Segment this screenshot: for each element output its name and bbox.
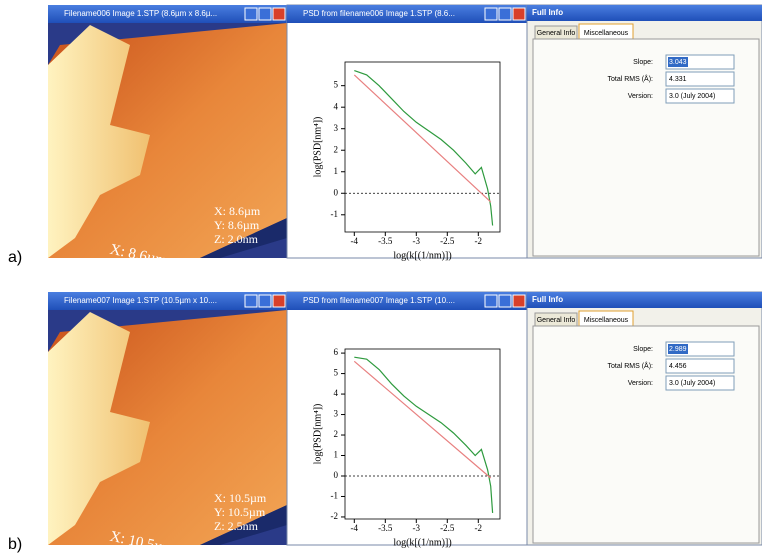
window-button[interactable] [272, 294, 286, 308]
y-tick-label: 3 [334, 409, 339, 419]
y-tick-label: 5 [334, 368, 339, 378]
afm-edge [48, 218, 287, 258]
x-tick-label: -2 [475, 236, 483, 246]
psd-window [286, 291, 528, 546]
y-tick-label: -1 [331, 491, 339, 501]
window-button[interactable] [244, 7, 258, 21]
panel-label: b) [8, 536, 22, 553]
x-axis-label: log(k[(1/nm)]) [393, 537, 451, 548]
window-title: Filename006 Image 1.STP (8.6µm x 8.6µ... [64, 9, 217, 18]
x-tick-label: -3 [413, 523, 421, 533]
panel-label: a) [8, 249, 22, 266]
window-button[interactable] [512, 7, 526, 21]
afm-scale: Z: 2.0nm [214, 232, 259, 246]
y-tick-label: 3 [334, 123, 339, 133]
window-title: PSD from filename006 Image 1.STP (8.6... [303, 9, 455, 18]
selection [668, 344, 688, 354]
afm-plateau [48, 25, 150, 258]
y-tick-label: 6 [334, 347, 339, 357]
afm-scale: Y: 8.6µm [214, 218, 260, 232]
title-bar [48, 292, 287, 310]
afm-scale: Y: 10.5µm [214, 505, 266, 519]
window-title: Full Info [532, 295, 563, 304]
plot-frame [344, 348, 501, 520]
window-button[interactable] [244, 294, 258, 308]
y-tick-label: 2 [334, 429, 339, 439]
y-tick-label: 0 [334, 470, 339, 480]
afm-scale: Z: 2.5nm [214, 519, 259, 533]
y-tick-label: 1 [334, 166, 339, 176]
field-label: Total RMS (Å): [607, 361, 653, 370]
window-button[interactable] [498, 294, 512, 308]
field-value: 4.331 [669, 76, 687, 83]
x-tick-label: -2 [475, 523, 483, 533]
y-axis-label: log(PSD[nm⁴]) [312, 117, 323, 178]
field-value: 2.989 [669, 346, 687, 353]
y-tick-label: -1 [331, 209, 339, 219]
window-button[interactable] [484, 294, 498, 308]
psd-curve [353, 74, 492, 203]
title-bar [527, 292, 762, 308]
y-tick-label: 1 [334, 450, 339, 460]
window-button[interactable] [258, 7, 272, 21]
psd-window [286, 4, 528, 259]
y-tick-label: -2 [331, 511, 339, 521]
field-value: 3.0 (July 2004) [669, 380, 715, 387]
afm-scale: X: 10.5µm [214, 491, 267, 505]
window-button[interactable] [258, 294, 272, 308]
window-title: Full Info [532, 8, 563, 17]
field-value: 4.456 [669, 363, 687, 370]
field-label: Slope: [633, 59, 653, 66]
x-tick-label: -2.5 [440, 523, 455, 533]
psd-curve [354, 356, 494, 513]
tab-label: Miscellaneous [584, 30, 629, 37]
field-value: 3.043 [669, 59, 687, 66]
window-title: Filename007 Image 1.STP (10.5µm x 10.... [64, 296, 217, 305]
field-value: 3.0 (July 2004) [669, 93, 715, 100]
y-axis-label: log(PSD[nm⁴]) [312, 404, 323, 465]
y-tick-label: 4 [334, 101, 339, 111]
tab-label: General Info [537, 317, 576, 324]
field-box [665, 71, 735, 87]
tab-label: Miscellaneous [584, 317, 629, 324]
window-button[interactable] [512, 294, 526, 308]
selection [668, 57, 688, 67]
afm-plateau [48, 312, 150, 545]
tab-label: General Info [537, 30, 576, 37]
x-tick-label: -4 [351, 236, 359, 246]
psd-curve [354, 70, 494, 226]
field-label: Slope: [633, 346, 653, 353]
field-box [665, 88, 735, 104]
y-tick-label: 2 [334, 144, 339, 154]
field-label: Version: [628, 380, 653, 387]
afm-edge [48, 505, 287, 545]
x-tick-label: -2.5 [440, 236, 455, 246]
y-tick-label: 4 [334, 388, 339, 398]
title-bar [48, 5, 287, 23]
title-bar [527, 5, 762, 21]
field-label: Version: [628, 93, 653, 100]
title-bar [287, 292, 527, 310]
title-bar [287, 5, 527, 23]
x-tick-label: -3.5 [378, 236, 393, 246]
x-tick-label: -3.5 [378, 523, 393, 533]
y-tick-label: 5 [334, 80, 339, 90]
x-tick-label: -3 [413, 236, 421, 246]
window-button[interactable] [272, 7, 286, 21]
x-axis-label: log(k[(1/nm)]) [393, 250, 451, 261]
y-tick-label: 0 [334, 187, 339, 197]
field-box [665, 375, 735, 391]
plot-frame [344, 61, 501, 233]
afm-scale: X: 8.6µm [214, 204, 261, 218]
window-button[interactable] [484, 7, 498, 21]
window-button[interactable] [498, 7, 512, 21]
field-box [665, 358, 735, 374]
psd-curve [353, 360, 492, 479]
x-tick-label: -4 [351, 523, 359, 533]
field-label: Total RMS (Å): [607, 74, 653, 83]
window-title: PSD from filename007 Image 1.STP (10.... [303, 296, 455, 305]
